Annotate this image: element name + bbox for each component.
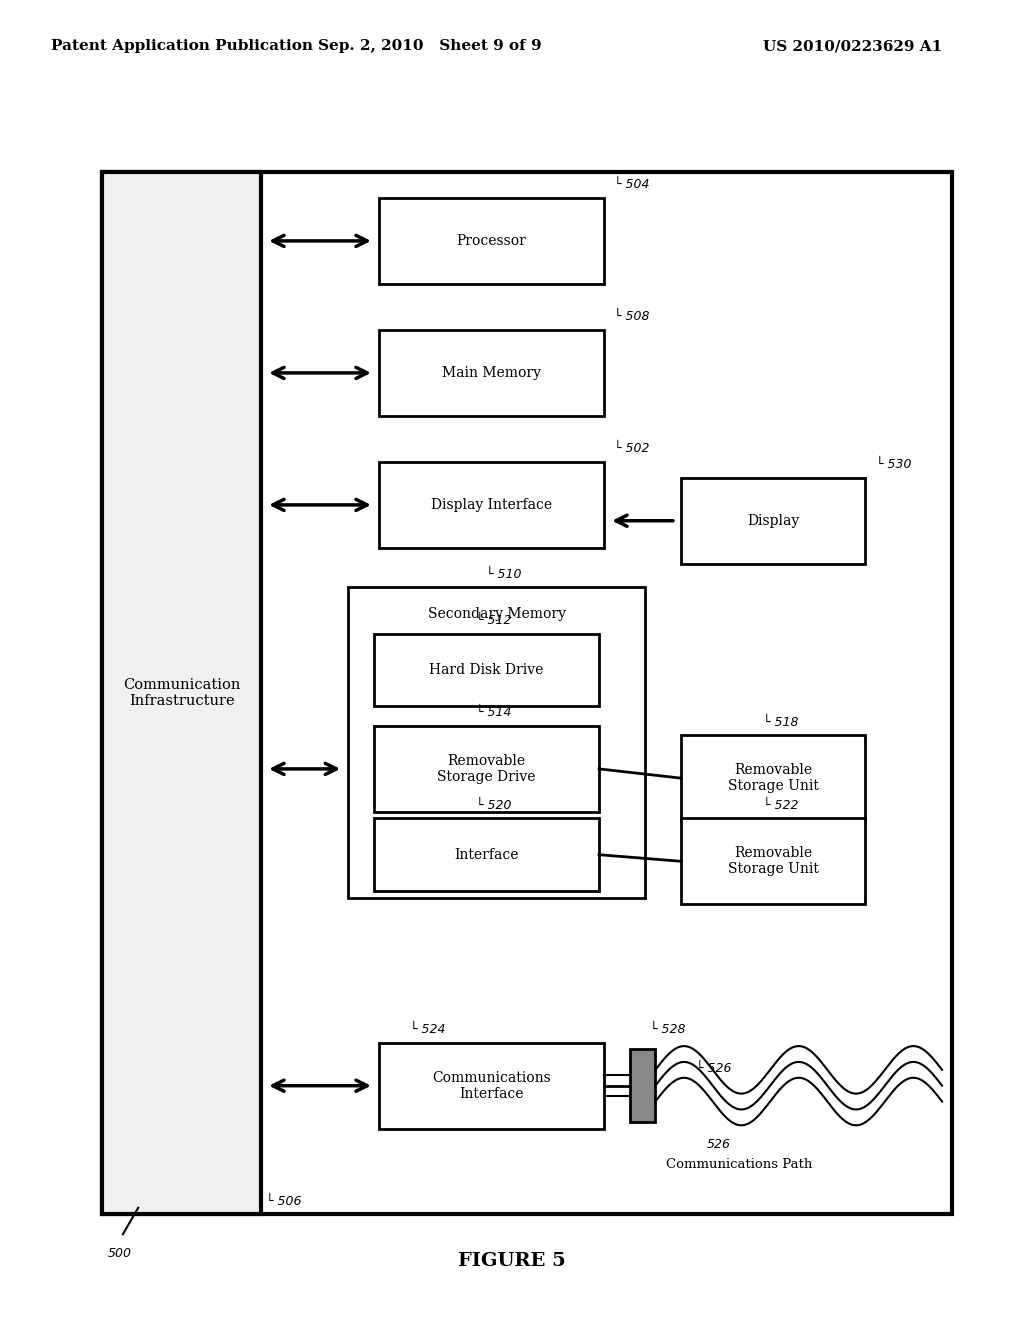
Text: US 2010/0223629 A1: US 2010/0223629 A1 [763,40,942,53]
Text: Sep. 2, 2010   Sheet 9 of 9: Sep. 2, 2010 Sheet 9 of 9 [318,40,542,53]
Text: Hard Disk Drive: Hard Disk Drive [429,663,544,677]
Text: └ 524: └ 524 [410,1023,445,1036]
FancyBboxPatch shape [681,818,865,904]
FancyBboxPatch shape [630,1049,655,1122]
FancyBboxPatch shape [379,462,604,548]
Text: 526: 526 [707,1138,730,1151]
Text: 500: 500 [108,1247,131,1261]
FancyBboxPatch shape [348,587,645,898]
Text: └ 508: └ 508 [614,310,650,323]
FancyBboxPatch shape [379,198,604,284]
Text: Communications Path: Communications Path [666,1159,812,1171]
Text: └ 522: └ 522 [763,799,799,812]
Text: Display: Display [746,513,800,528]
Text: Communication
Infrastructure: Communication Infrastructure [123,678,241,708]
Text: └ 512: └ 512 [476,614,512,627]
Text: Removable
Storage Drive: Removable Storage Drive [437,754,536,784]
FancyBboxPatch shape [102,172,952,1214]
Text: └ 526: └ 526 [696,1063,732,1074]
FancyBboxPatch shape [102,172,261,1214]
Text: └ 530: └ 530 [876,458,911,471]
Text: Display Interface: Display Interface [431,498,552,512]
Text: Secondary Memory: Secondary Memory [428,607,565,622]
FancyBboxPatch shape [374,726,599,812]
Text: └ 528: └ 528 [650,1023,686,1035]
FancyBboxPatch shape [374,818,599,891]
Text: Patent Application Publication: Patent Application Publication [51,40,313,53]
Text: FIGURE 5: FIGURE 5 [458,1251,566,1270]
Text: └ 514: └ 514 [476,706,512,719]
Text: Removable
Storage Unit: Removable Storage Unit [728,763,818,793]
FancyBboxPatch shape [681,735,865,821]
FancyBboxPatch shape [379,330,604,416]
Text: └ 506: └ 506 [266,1195,302,1208]
FancyBboxPatch shape [681,478,865,564]
FancyBboxPatch shape [379,1043,604,1129]
Text: Processor: Processor [457,234,526,248]
Text: Interface: Interface [455,847,518,862]
Text: └ 510: └ 510 [486,568,522,581]
Text: └ 504: └ 504 [614,178,650,191]
Text: └ 520: └ 520 [476,799,512,812]
Text: Communications
Interface: Communications Interface [432,1071,551,1101]
Text: Removable
Storage Unit: Removable Storage Unit [728,846,818,876]
Text: └ 518: └ 518 [763,715,799,729]
FancyBboxPatch shape [374,634,599,706]
Text: └ 502: └ 502 [614,442,650,455]
Text: Main Memory: Main Memory [442,366,541,380]
